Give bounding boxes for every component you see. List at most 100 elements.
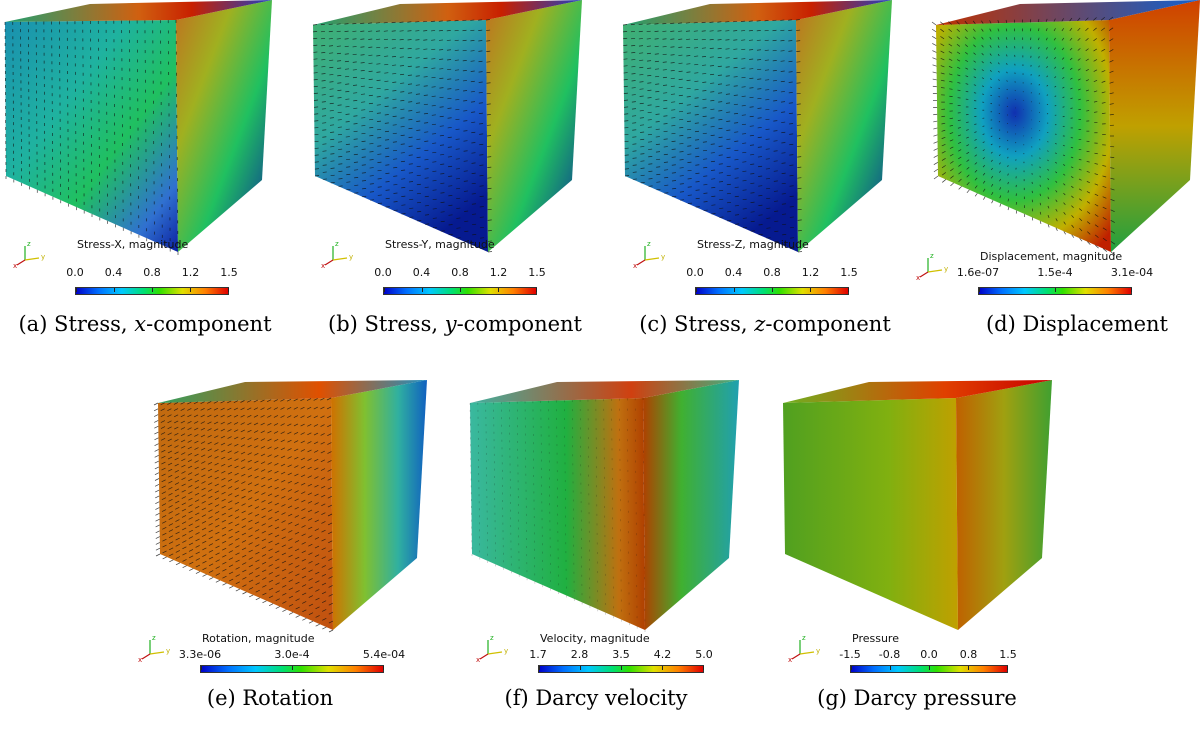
cube-side-face-f [643, 380, 739, 630]
scalarbar-tick-label: 1.5 [220, 266, 238, 279]
svg-text:x: x [633, 262, 637, 270]
scalarbar-tick-label: 0.4 [412, 266, 431, 279]
svg-text:z: z [490, 634, 494, 642]
orientation-axes-g: z y x [788, 634, 820, 664]
caption-prefix: (b) Stress, [328, 312, 445, 336]
caption-prefix: (c) Stress, [639, 312, 755, 336]
caption-f: (f) Darcy velocity [505, 686, 688, 710]
scalarbar-tickmark [536, 288, 537, 292]
cube-front-face-g [783, 398, 958, 630]
orientation-axes-e: z y x [138, 634, 170, 664]
scalarbar-colorbar-a [75, 287, 229, 295]
scalarbar-tick-label: 0.8 [451, 266, 469, 279]
scalarbar-tick-label: 3.1e-04 [1110, 266, 1154, 279]
scalarbar-tickmark [1055, 288, 1056, 292]
caption-a: (a) Stress, x-component [18, 312, 271, 336]
svg-text:y: y [166, 647, 170, 655]
svg-text:z: z [335, 240, 339, 248]
scalarbar-tick-label: 1.2 [801, 266, 820, 279]
cube-top-face-c [623, 0, 892, 25]
scalarbar-tick-label: 0.8 [143, 266, 161, 279]
scalarbar-colorbar-e [200, 665, 384, 673]
scalarbar-tick-label: -1.5 [839, 648, 861, 661]
scalarbar-tickmark [152, 288, 153, 292]
scalarbar-tickmark [968, 666, 969, 670]
svg-text:y: y [816, 647, 820, 655]
vector-glyphs-f [469, 398, 646, 632]
vector-glyphs-c [622, 19, 803, 253]
scalarbar-tickmark [890, 666, 891, 670]
cube-top-face-b [313, 0, 582, 25]
scalarbar-tickmark [190, 288, 191, 292]
scalarbar-tick-label: 3.3e-06 [178, 648, 222, 661]
scalarbar-tickmark [114, 288, 115, 292]
orientation-axes-a: z y x [13, 240, 45, 270]
scalarbar-tick-label: 0.0 [374, 266, 392, 279]
svg-text:y: y [349, 253, 353, 261]
cube-side-face-d [1109, 0, 1200, 252]
cube-front-face-f [470, 398, 645, 630]
scalarbar-tick-label: 0.4 [104, 266, 123, 279]
scalarbar-tickmark [383, 666, 384, 670]
scalarbar-title-a: Stress-X, magnitude [77, 238, 189, 251]
scalarbar-tickmark [734, 288, 735, 292]
svg-text:z: z [802, 634, 806, 642]
scalarbar-tick-label: 4.2 [653, 648, 672, 661]
scalarbar-tickmark [848, 288, 849, 292]
orientation-axes-f: z y x [476, 634, 508, 664]
scalarbar-tick-label: 5.0 [695, 648, 713, 661]
svg-text:x: x [321, 262, 325, 270]
scalarbar-tickmark [696, 288, 697, 292]
orientation-axes-d: z y x [916, 252, 948, 282]
cube-front-face-e [158, 398, 333, 630]
svg-text:z: z [647, 240, 651, 248]
scalarbar-tick-label: 2.8 [570, 648, 589, 661]
caption-suffix: -component [765, 312, 891, 336]
svg-text:z: z [930, 252, 934, 260]
scalarbar-tick-label: 1.5 [840, 266, 858, 279]
svg-text:z: z [152, 634, 156, 642]
caption-b: (b) Stress, y-component [328, 312, 582, 336]
scalarbar-tick-label: -0.8 [878, 648, 901, 661]
scalarbar-colorbar-c [695, 287, 849, 295]
scalarbar-tick-label: 0.8 [763, 266, 781, 279]
scalarbar-tickmark [1131, 288, 1132, 292]
svg-text:y: y [41, 253, 45, 261]
svg-text:y: y [661, 253, 665, 261]
svg-text:y: y [944, 265, 948, 273]
orientation-axes-b: z y x [321, 240, 353, 270]
scalarbar-tickmark [422, 288, 423, 292]
scalarbar-tickmark [498, 288, 499, 292]
scalarbar-tickmark [1007, 666, 1008, 670]
scalarbar-colorbar-g [850, 665, 1008, 673]
scalarbar-tickmark [851, 666, 852, 670]
scalarbar-title-g: Pressure [852, 632, 899, 645]
scalarbar-tickmark [76, 288, 77, 292]
cube-front-face-c [623, 20, 798, 252]
vector-glyphs-e [153, 397, 334, 633]
cube-side-face-e [331, 380, 427, 630]
scalarbar-tick-label: 1.2 [181, 266, 200, 279]
svg-text:x: x [476, 656, 480, 664]
cube-front-face-b [313, 20, 488, 252]
scalarbar-tickmark [539, 666, 540, 670]
scalarbar-tickmark [929, 666, 930, 670]
cube-top-face-e [158, 380, 427, 403]
caption-prefix: (a) Stress, [18, 312, 135, 336]
scalarbar-tickmark [228, 288, 229, 292]
svg-text:x: x [916, 274, 920, 282]
caption-variable: y [444, 312, 457, 336]
caption-prefix: (e) Rotation [206, 686, 334, 710]
scalarbar-tick-label: 3.5 [612, 648, 630, 661]
orientation-axes-c: z y x [633, 240, 665, 270]
scalarbar-tick-label: 1.7 [529, 648, 547, 661]
scalarbar-tick-label: 1.5e-4 [1037, 266, 1073, 279]
cube-top-face-d [936, 0, 1200, 25]
scalarbar-tick-label: 0.0 [66, 266, 84, 279]
scalarbar-tick-label: 1.2 [489, 266, 508, 279]
scalarbar-tick-label: 0.0 [920, 648, 938, 661]
scalarbar-tick-label: 0.4 [724, 266, 743, 279]
scalarbar-title-f: Velocity, magnitude [540, 632, 650, 645]
caption-e: (e) Rotation [207, 686, 333, 710]
